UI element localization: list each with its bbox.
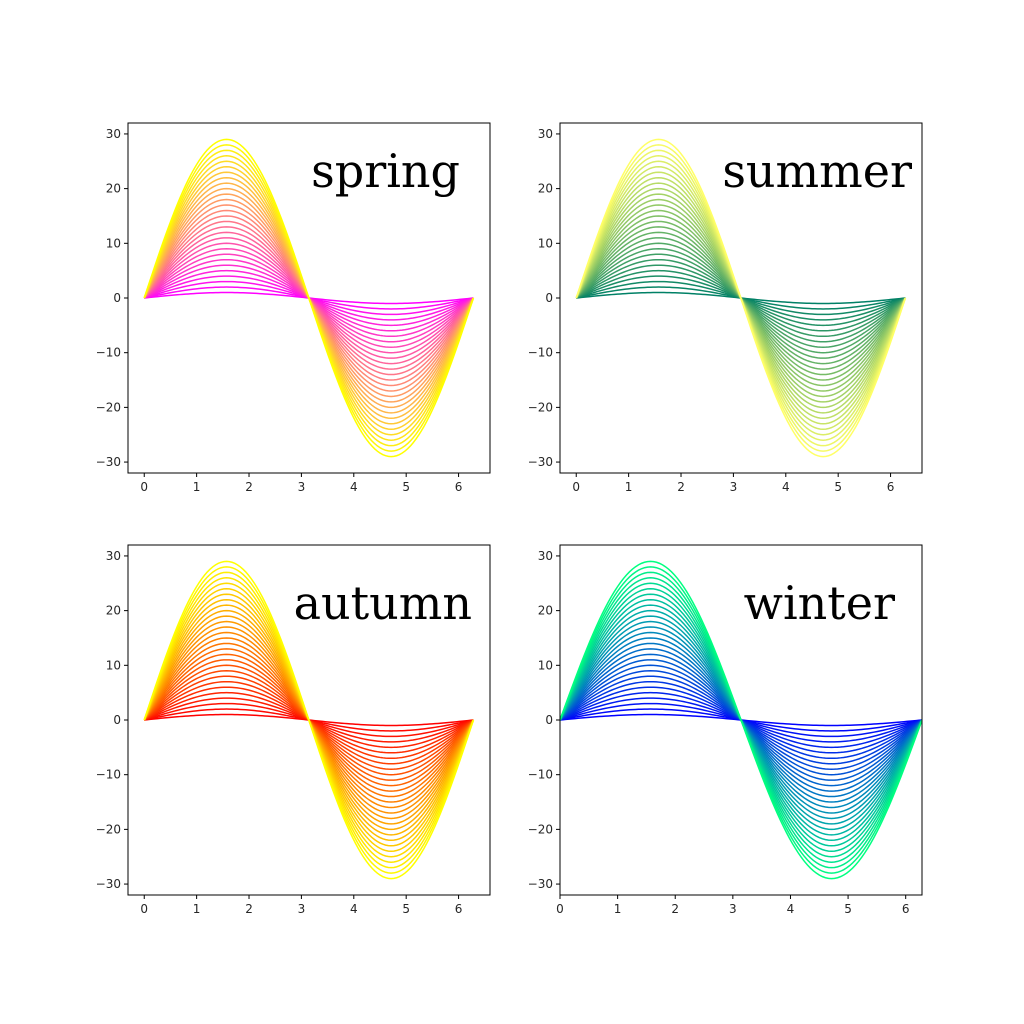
y-tick-label: −20	[96, 400, 121, 414]
panel-title: summer	[722, 144, 912, 198]
x-tick-label: 1	[193, 480, 201, 494]
y-tick-label: −20	[528, 400, 553, 414]
x-tick-label: 5	[402, 902, 410, 916]
y-tick-label: 10	[538, 658, 553, 672]
series-line-amplitude-29	[575, 138, 907, 458]
x-tick-label: 4	[787, 902, 795, 916]
y-tick-label: −20	[528, 822, 553, 836]
x-tick-label: 2	[677, 480, 685, 494]
x-tick-label: 6	[887, 480, 895, 494]
series-line-amplitude-29	[143, 560, 475, 880]
x-tick-label: 2	[671, 902, 679, 916]
y-tick-label: 20	[538, 182, 553, 196]
tick-group: 0 1 2 3 4 5 6 30 20 10 0 −10 −20 −30	[528, 127, 895, 494]
tick-group: 0 1 2 3 4 5 6 30 20 10 0 −10 −20 −30	[96, 127, 463, 494]
panel-winter: 0 1 2 3 4 5 6 30 20 10 0 −10 −20 −30 winter	[528, 544, 923, 916]
tick-group: 0 1 2 3 4 5 6 30 20 10 0 −10 −20 −30	[96, 549, 463, 916]
x-tick-label: 3	[298, 480, 306, 494]
y-tick-label: 30	[106, 127, 121, 141]
y-tick-label: 10	[106, 658, 121, 672]
y-tick-label: −10	[528, 768, 553, 782]
curve-group	[143, 560, 475, 880]
x-tick-label: 5	[834, 480, 842, 494]
x-tick-label: 1	[614, 902, 622, 916]
x-tick-label: 3	[730, 480, 738, 494]
y-tick-label: −20	[96, 822, 121, 836]
series-line-amplitude-29	[560, 560, 922, 880]
x-tick-label: 5	[402, 480, 410, 494]
y-tick-label: 0	[113, 713, 121, 727]
tick-group: 0 1 2 3 4 5 6 30 20 10 0 −10 −20 −30	[528, 549, 910, 916]
y-tick-label: 20	[106, 182, 121, 196]
x-tick-label: 1	[193, 902, 201, 916]
x-tick-label: 6	[455, 480, 463, 494]
y-tick-label: −30	[96, 455, 121, 469]
y-tick-label: −30	[528, 877, 553, 891]
x-tick-label: 0	[572, 480, 580, 494]
y-tick-label: −10	[96, 768, 121, 782]
x-tick-label: 0	[556, 902, 564, 916]
x-tick-label: 2	[245, 480, 253, 494]
x-tick-label: 4	[350, 902, 358, 916]
y-tick-label: −30	[528, 455, 553, 469]
y-tick-label: −10	[528, 346, 553, 360]
y-tick-label: 20	[538, 604, 553, 618]
x-tick-label: 3	[729, 902, 737, 916]
x-tick-label: 2	[245, 902, 253, 916]
y-tick-label: 10	[538, 236, 553, 250]
panel-summer: 0 1 2 3 4 5 6 30 20 10 0 −10 −20 −30 summer	[528, 122, 923, 494]
panel-title: winter	[744, 576, 895, 630]
y-tick-label: 30	[538, 549, 553, 563]
y-tick-label: 30	[538, 127, 553, 141]
curve-group	[575, 138, 907, 458]
x-tick-label: 4	[782, 480, 790, 494]
y-tick-label: −10	[96, 346, 121, 360]
x-tick-label: 5	[844, 902, 852, 916]
y-tick-label: −30	[96, 877, 121, 891]
y-tick-label: 0	[545, 291, 553, 305]
y-tick-label: 10	[106, 236, 121, 250]
curve-group	[143, 138, 475, 458]
y-tick-label: 0	[113, 291, 121, 305]
y-tick-label: 30	[106, 549, 121, 563]
x-tick-label: 0	[140, 480, 148, 494]
panel-title: autumn	[294, 576, 472, 630]
curve-group	[560, 560, 922, 880]
x-tick-label: 4	[350, 480, 358, 494]
x-tick-label: 3	[298, 902, 306, 916]
x-tick-label: 0	[140, 902, 148, 916]
y-tick-label: 20	[106, 604, 121, 618]
series-line-amplitude-29	[143, 138, 475, 458]
panel-spring: 0 1 2 3 4 5 6 30 20 10 0 −10 −20 −30 spring	[96, 122, 491, 494]
panel-autumn: 0 1 2 3 4 5 6 30 20 10 0 −10 −20 −30 autumn	[96, 544, 491, 916]
x-tick-label: 1	[625, 480, 633, 494]
y-tick-label: 0	[545, 713, 553, 727]
x-tick-label: 6	[902, 902, 910, 916]
panel-title: spring	[311, 144, 460, 198]
x-tick-label: 6	[455, 902, 463, 916]
